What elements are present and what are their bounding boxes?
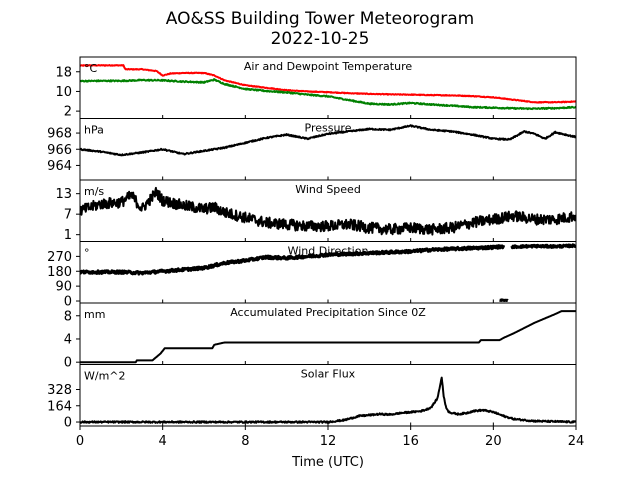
y-tick-label: 13	[55, 187, 72, 202]
y-tick-label: 180	[47, 265, 72, 280]
y-tick-label: 2	[64, 105, 72, 120]
y-tick-label: 0	[64, 295, 72, 310]
series-line-wdir-1	[510, 243, 576, 250]
figure-title: AO&SS Building Tower Meteorogram	[166, 9, 474, 29]
panel-unit-label: W/m^2	[84, 370, 126, 383]
y-tick-label: 964	[47, 159, 72, 174]
series-line-pres-0	[80, 124, 576, 157]
series-line-wdir-2	[498, 298, 509, 302]
panel-temp: 18 10 2 Air and Dewpoint Temperature °C	[55, 56, 577, 120]
panel-title: Solar Flux	[301, 368, 356, 381]
panel-unit-label: hPa	[84, 124, 104, 137]
y-tick-label: 90	[55, 280, 72, 295]
panel-wind: 13 7 1 Wind Speed m/s	[55, 179, 577, 243]
series-line-wdir-0	[80, 244, 506, 276]
y-tick-label: 1	[64, 228, 72, 243]
y-tick-label: 270	[47, 250, 72, 265]
x-axis-tick-label: 8	[241, 434, 249, 449]
y-tick-label: 7	[64, 208, 72, 223]
y-tick-label: 966	[47, 143, 72, 158]
y-tick-label: 968	[47, 127, 72, 142]
y-tick-label: 8	[64, 309, 72, 324]
series-line-temp-0	[80, 64, 576, 104]
panel-title: Accumulated Precipitation Since 0Z	[230, 306, 426, 319]
figure-date: 2022-10-25	[271, 29, 370, 49]
y-tick-label: 328	[47, 383, 72, 398]
panel-precip: 8 4 0 Accumulated Precipitation Since 0Z mm	[64, 302, 577, 371]
panel-unit-label: °	[84, 247, 90, 260]
y-tick-label: 0	[64, 356, 72, 371]
y-tick-label: 0	[64, 416, 72, 431]
y-tick-label: 10	[55, 85, 72, 100]
panel-unit-label: °C	[84, 62, 98, 75]
x-axis-tick-label: 24	[568, 434, 585, 449]
series-line-wind-0	[80, 186, 576, 236]
panel-title: Air and Dewpoint Temperature	[244, 60, 412, 73]
x-axis-tick-label: 4	[159, 434, 167, 449]
x-axis-tick-label: 16	[402, 434, 419, 449]
panel-title: Pressure	[305, 122, 352, 135]
x-axis-tick-label: 20	[485, 434, 502, 449]
x-axis-label: Time (UTC)	[291, 455, 364, 470]
x-axis-tick-label: 12	[320, 434, 337, 449]
panel-title: Wind Direction	[288, 245, 369, 258]
panel-unit-label: m/s	[84, 185, 104, 198]
series-line-temp-1	[80, 78, 576, 111]
panel-unit-label: mm	[84, 308, 105, 321]
series-line-solar-0	[80, 376, 576, 424]
y-tick-label: 18	[55, 65, 72, 80]
panel-title: Wind Speed	[295, 183, 361, 196]
x-axis-tick-label: 0	[76, 434, 84, 449]
y-tick-label: 4	[64, 332, 72, 347]
x-axis: 0 4 8 12 16 20 24	[76, 426, 584, 449]
y-tick-label: 164	[47, 399, 72, 414]
series-line-precip-0	[80, 310, 576, 364]
